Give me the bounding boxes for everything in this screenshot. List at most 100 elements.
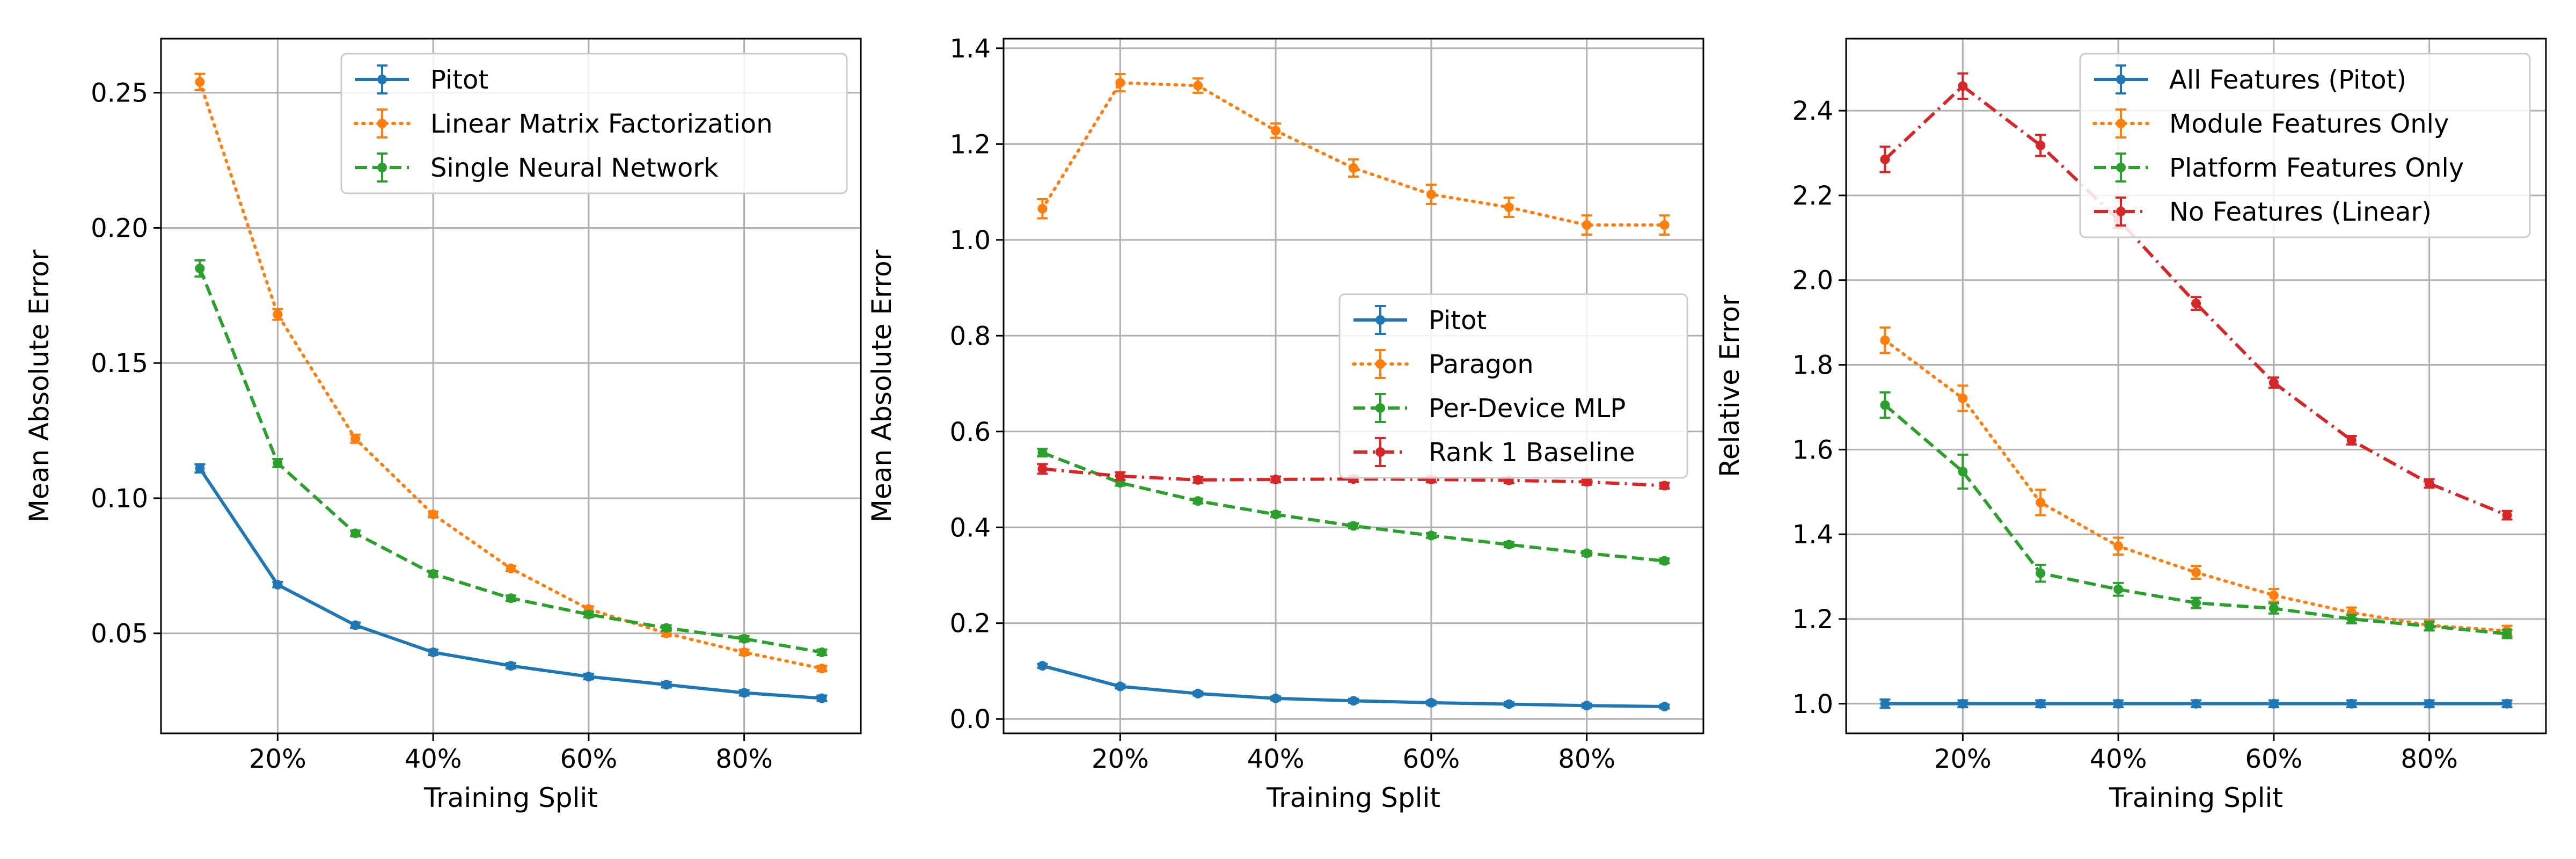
data-point bbox=[350, 620, 361, 630]
legend-label: Linear Matrix Factorization bbox=[430, 109, 773, 139]
data-point bbox=[1349, 163, 1358, 173]
data-point bbox=[195, 77, 205, 87]
data-point bbox=[1115, 78, 1125, 88]
data-point bbox=[2346, 698, 2357, 709]
legend-marker bbox=[2116, 163, 2126, 172]
y-tick-label: 0.05 bbox=[91, 619, 148, 649]
legend-marker bbox=[377, 75, 387, 84]
data-point bbox=[1582, 220, 1592, 230]
data-point bbox=[1037, 203, 1048, 214]
data-point bbox=[1958, 393, 1968, 403]
data-point bbox=[1349, 521, 1358, 531]
data-point bbox=[1582, 477, 1592, 487]
data-point bbox=[2036, 568, 2046, 578]
y-tick-label: 0.8 bbox=[950, 321, 991, 351]
series-2 bbox=[194, 72, 828, 674]
y-tick-label: 1.0 bbox=[1792, 689, 1833, 719]
chart-panel-3: 20% 40% 60% 80% 1.0 1.2 1.4 1.6 1.8 2.0 2.2 2.4 Trai… bbox=[1714, 38, 2547, 813]
legend-marker bbox=[2116, 75, 2126, 84]
data-point bbox=[1880, 400, 1890, 410]
x-tick-label: 40% bbox=[405, 744, 462, 774]
series-line bbox=[1042, 467, 1665, 487]
x-tick-label: 60% bbox=[560, 744, 618, 774]
legend-label: All Features (Pitot) bbox=[2169, 65, 2406, 95]
series-1 bbox=[194, 463, 828, 703]
data-point bbox=[2268, 603, 2279, 614]
data-point bbox=[2346, 614, 2357, 624]
legend-label: Module Features Only bbox=[2169, 109, 2449, 139]
data-point bbox=[1271, 509, 1281, 520]
series-line bbox=[1041, 81, 1666, 227]
axes-frame bbox=[160, 38, 862, 734]
data-point bbox=[350, 434, 361, 444]
data-point bbox=[1958, 698, 1968, 709]
y-tick-label: 1.4 bbox=[950, 34, 991, 64]
series-1 bbox=[1037, 661, 1670, 712]
legend-label: Platform Features Only bbox=[2169, 153, 2464, 183]
data-point bbox=[1880, 335, 1890, 345]
data-point bbox=[661, 623, 671, 633]
legend-label: Per-Device MLP bbox=[1429, 394, 1626, 424]
y-tick-label: 1.4 bbox=[1792, 520, 1833, 550]
y-tick-label: 0.25 bbox=[91, 78, 148, 108]
data-point bbox=[1426, 190, 1436, 200]
x-tick-label: 80% bbox=[715, 744, 773, 774]
data-point bbox=[428, 569, 438, 579]
data-point bbox=[1426, 530, 1436, 541]
data-point bbox=[506, 593, 516, 603]
data-point bbox=[2424, 478, 2434, 489]
y-tick-label: 0.20 bbox=[91, 213, 148, 243]
data-point bbox=[273, 309, 283, 319]
data-point bbox=[1582, 548, 1592, 558]
data-point bbox=[1659, 702, 1670, 712]
data-point bbox=[1659, 220, 1670, 230]
data-point bbox=[2191, 598, 2201, 608]
data-point bbox=[2191, 299, 2201, 309]
x-tick-label: 20% bbox=[1934, 744, 1992, 774]
y-tick-label: 0.10 bbox=[91, 484, 148, 514]
data-point bbox=[2502, 510, 2512, 520]
legend-label: No Features (Linear) bbox=[2169, 197, 2432, 227]
data-point bbox=[428, 509, 438, 520]
legend-label: Rank 1 Baseline bbox=[1429, 438, 1635, 468]
legend-marker bbox=[377, 163, 387, 172]
legend: Pitot Linear Matrix Factorization Single N… bbox=[340, 53, 848, 194]
y-tick-label: 1.2 bbox=[950, 129, 991, 159]
data-point bbox=[661, 680, 671, 690]
legend-label: Pitot bbox=[430, 65, 488, 95]
legend-label: Paragon bbox=[1429, 350, 1534, 380]
y-tick-label: 1.0 bbox=[950, 225, 991, 256]
y-tick-label: 1.2 bbox=[1792, 605, 1833, 635]
data-point bbox=[1958, 81, 1968, 91]
legend: All Features (Pitot) Module Features Only… bbox=[2079, 53, 2531, 238]
data-point bbox=[350, 528, 361, 538]
legend-marker bbox=[377, 119, 387, 128]
legend-marker bbox=[1375, 315, 1385, 325]
data-point bbox=[1115, 471, 1125, 481]
data-point bbox=[273, 458, 283, 468]
legend-box bbox=[2079, 53, 2531, 238]
y-axis-label: Mean Absolute Error bbox=[24, 249, 55, 522]
data-point bbox=[2036, 698, 2046, 709]
legend-box bbox=[340, 53, 848, 194]
series-2 bbox=[1037, 73, 1670, 236]
x-tick-label: 80% bbox=[1558, 744, 1615, 774]
data-point bbox=[1271, 475, 1281, 485]
data-point bbox=[2113, 698, 2124, 709]
data-point bbox=[1115, 681, 1125, 691]
data-point bbox=[1349, 696, 1358, 706]
x-axis-label: Training Split bbox=[423, 782, 598, 813]
data-point bbox=[1193, 81, 1203, 91]
y-tick-label: 2.0 bbox=[1792, 266, 1833, 296]
legend-marker bbox=[2116, 207, 2126, 216]
y-tick-label: 1.8 bbox=[1792, 351, 1833, 381]
data-point bbox=[1504, 540, 1514, 550]
x-axis-label: Training Split bbox=[2109, 782, 2283, 813]
data-point bbox=[2113, 541, 2124, 551]
y-tick-label: 0.15 bbox=[91, 348, 148, 378]
x-tick-label: 40% bbox=[2090, 744, 2147, 774]
data-point bbox=[1193, 475, 1203, 485]
series-1 bbox=[1879, 698, 2513, 709]
data-point bbox=[817, 664, 827, 674]
